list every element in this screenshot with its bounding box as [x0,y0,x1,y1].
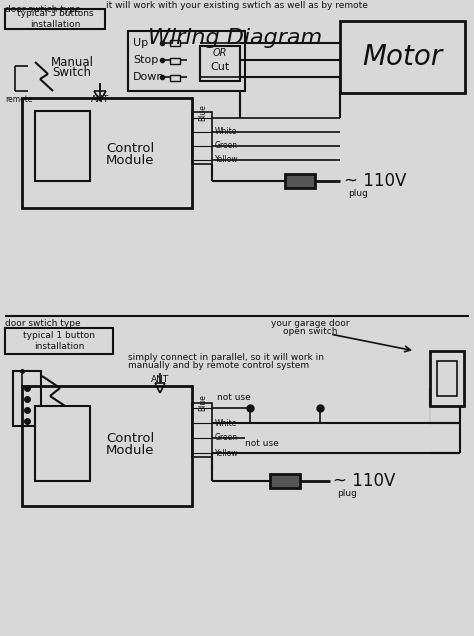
Bar [5,328,113,354]
Text: it will work with your existing swtich as well as by remote: it will work with your existing swtich a… [106,1,368,11]
Text: remote: remote [5,95,33,104]
Bar [35,111,90,181]
Bar [430,351,464,406]
Bar [13,371,41,426]
Text: Green: Green [215,434,238,443]
Bar [170,40,180,46]
Text: Switch: Switch [53,67,91,80]
Text: Up: Up [133,38,148,48]
Text: Wiring Diagram: Wiring Diagram [148,28,322,48]
Text: ANT: ANT [91,95,109,104]
Bar [192,112,212,164]
Text: Down: Down [133,72,164,82]
Bar [270,474,300,488]
Text: Module: Module [106,153,154,167]
Bar [200,46,240,81]
Text: simply connect in parallel, so it will work in: simply connect in parallel, so it will w… [128,354,324,363]
Text: Manual: Manual [51,57,93,69]
Text: Motor: Motor [362,43,442,71]
Bar [340,21,465,93]
Text: Green: Green [215,141,238,151]
Text: not use: not use [217,394,251,403]
Text: Module: Module [106,445,154,457]
Bar [170,58,180,64]
Text: plug: plug [337,488,357,497]
Text: Blue: Blue [199,394,208,411]
Text: ~ 110V: ~ 110V [344,172,406,190]
Text: Control: Control [106,431,154,445]
Text: Yellow: Yellow [215,155,238,165]
Text: Cut: Cut [210,62,229,72]
Bar [22,98,192,208]
Bar [170,75,180,81]
Bar [5,9,105,29]
Bar [192,403,212,457]
Text: typical 1 button
installation: typical 1 button installation [23,331,95,350]
Text: Blue: Blue [199,104,208,121]
Bar [437,361,457,396]
Bar [35,406,90,481]
Text: OR: OR [213,48,227,58]
Text: Stop: Stop [133,55,158,65]
Text: ANT: ANT [151,375,169,384]
Text: ~ 110V: ~ 110V [333,472,395,490]
Text: White: White [215,418,237,427]
Text: White: White [215,127,237,137]
Text: manually and by remote control system: manually and by remote control system [128,361,309,371]
Text: plug: plug [348,188,368,198]
Text: Yellow: Yellow [215,448,238,457]
Text: open switch: open switch [283,326,337,336]
Text: typical 3 buttons
installation: typical 3 buttons installation [17,10,93,29]
Text: door swtich type: door swtich type [5,319,81,328]
Bar [22,386,192,506]
Text: not use: not use [245,438,279,448]
Bar [285,174,315,188]
Bar [128,31,245,91]
Text: Control: Control [106,141,154,155]
Text: your garage door: your garage door [271,319,349,328]
Text: door swtich type: door swtich type [5,4,81,13]
